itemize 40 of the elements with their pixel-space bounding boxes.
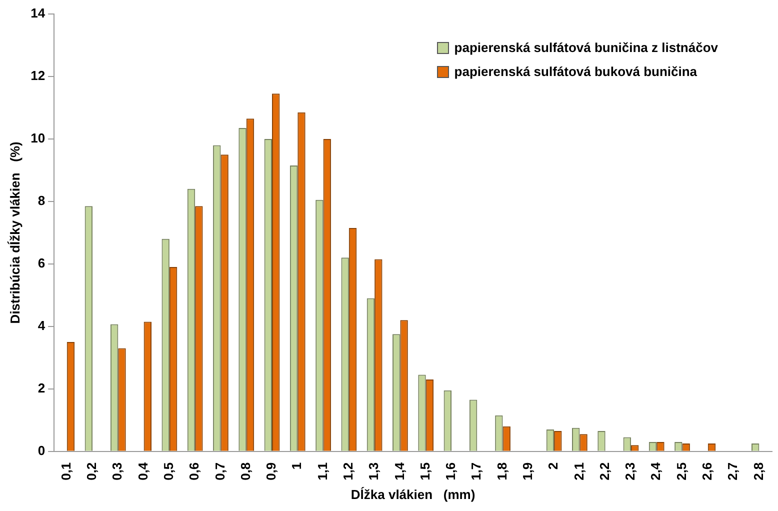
x-tick-label: 1,8	[494, 462, 510, 480]
x-tick-label: 1,1	[314, 462, 330, 480]
x-tick-label: 2,4	[648, 462, 664, 480]
x-tick-label: 2,7	[725, 462, 740, 480]
x-tick-label: 2,6	[699, 462, 714, 480]
x-tick-label: 2,3	[622, 462, 638, 480]
x-tick-label: 1,2	[340, 462, 356, 480]
legend-label: papierenská sulfátová buničina z listnáčov	[454, 40, 718, 55]
x-tick-label: 0,1	[58, 462, 74, 480]
x-axis-title: Dĺžka vlákien (mm)	[350, 486, 476, 502]
legend-label: papierenská sulfátová buková buničina	[454, 64, 698, 79]
y-tick-label: 10	[30, 130, 46, 146]
y-tick-label: 8	[38, 193, 46, 208]
x-tick-label: 1,7	[468, 462, 484, 480]
x-tick-label: 0,2	[84, 462, 100, 480]
x-tick-label: 1,4	[392, 462, 407, 480]
x-tick-label: 0,6	[186, 462, 202, 480]
x-tick-label: 0,5	[161, 462, 176, 480]
x-tick-label: 1,3	[366, 462, 382, 480]
x-tick-label: 0,7	[212, 462, 228, 480]
x-tick-label: 2,2	[596, 462, 612, 480]
x-tick-label: 2	[546, 462, 561, 470]
x-tick-label: 1,6	[443, 462, 458, 480]
y-tick-label: 0	[38, 442, 46, 458]
y-axis-title: Distribúcia dĺžky vlákien (%)	[6, 142, 22, 324]
x-tick-label: 0,3	[110, 462, 125, 480]
y-tick-label: 12	[30, 68, 46, 84]
y-tick-label: 4	[38, 318, 46, 333]
x-tick-label: 2,5	[674, 462, 689, 480]
y-tick-label: 2	[38, 380, 46, 396]
x-tick-label: 1,9	[520, 462, 535, 480]
x-tick-label: 1,5	[417, 462, 432, 480]
x-tick-label: 2,8	[750, 462, 766, 480]
y-tick-label: 6	[38, 255, 46, 270]
x-tick-label: 0,4	[135, 462, 150, 480]
x-tick-label: 1	[289, 462, 304, 470]
x-tick-label: 0,8	[238, 462, 253, 480]
x-tick-label: 0,9	[264, 462, 279, 480]
y-tick-label: 14	[30, 6, 46, 21]
x-tick-label: 2,1	[571, 462, 586, 480]
